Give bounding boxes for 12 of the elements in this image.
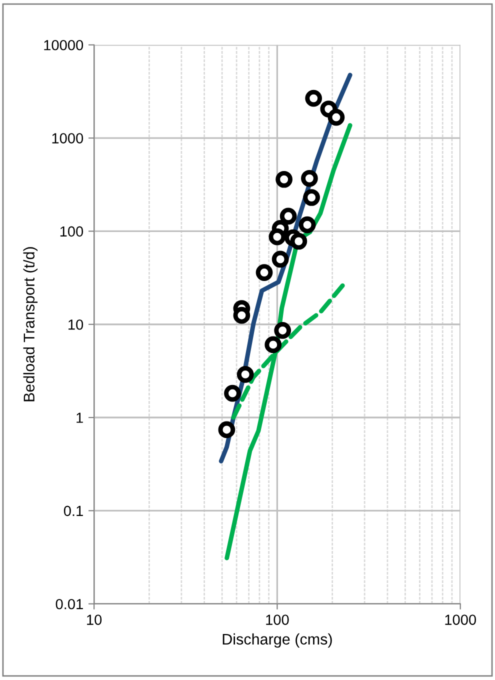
x-tick-label: 1000 xyxy=(445,614,476,625)
y-tick-label: 0.01 xyxy=(56,598,83,610)
y-tick-label: 100 xyxy=(60,226,84,237)
y-tick-label: 1 xyxy=(76,412,83,423)
y-tick-label: 0.1 xyxy=(64,506,83,516)
y-tick-label: 10 xyxy=(68,319,84,330)
y-tick-label: 10000 xyxy=(44,40,84,50)
x-axis-title: Discharge (cms) xyxy=(222,633,332,648)
y-tick-label: 1000 xyxy=(52,133,84,144)
x-tick-label: 100 xyxy=(266,614,289,625)
y-axis-title: Bedload Transport (t/d) xyxy=(23,247,38,402)
x-tick-label: 10 xyxy=(87,614,102,625)
